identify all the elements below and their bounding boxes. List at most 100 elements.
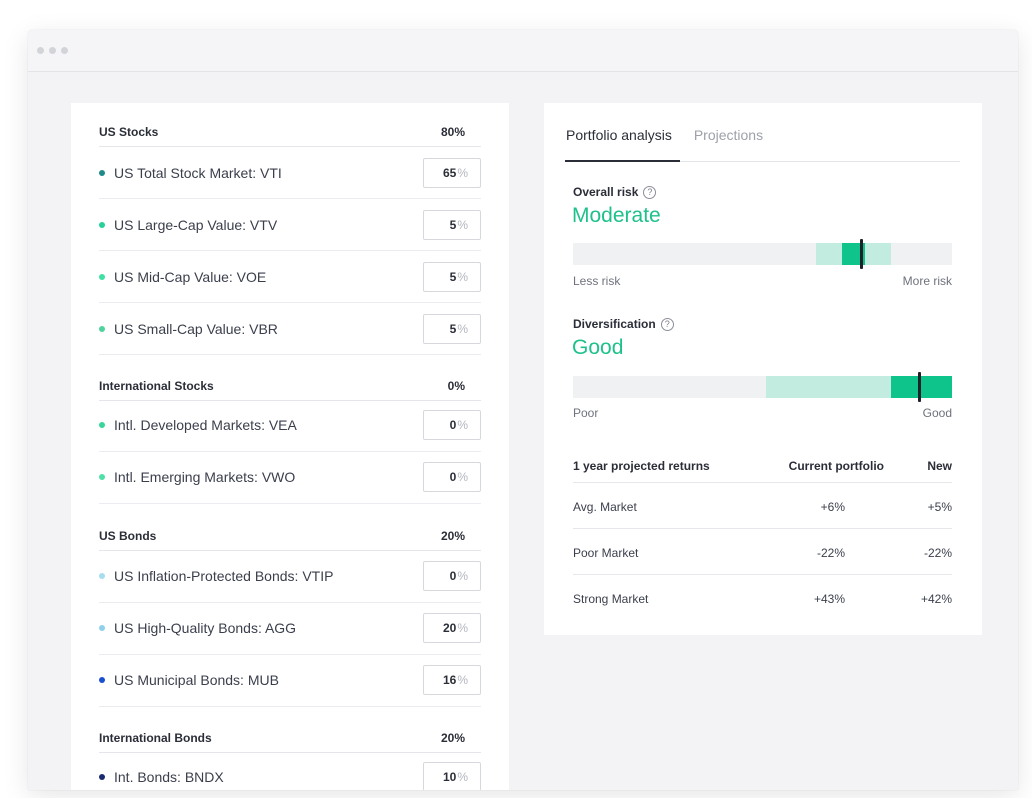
diversification-meter [573, 372, 952, 402]
browser-window: US Stocks 80% US Total Stock Market: VTI… [28, 30, 1018, 790]
group-total: 20% [440, 731, 465, 745]
returns-row-label: Strong Market [573, 592, 649, 606]
divider [99, 354, 481, 355]
returns-row-new: +5% [927, 500, 952, 514]
fund-row-vtv: US Large-Cap Value: VTV 5% [99, 210, 481, 240]
allocation-value: 65 [442, 166, 457, 180]
fund-row-vti: US Total Stock Market: VTI 65% [99, 158, 481, 188]
divider [573, 528, 952, 529]
analysis-panel: Portfolio analysis Projections Overall r… [544, 103, 982, 635]
percent-sign: % [457, 470, 468, 484]
fund-row-vbr: US Small-Cap Value: VBR 5% [99, 314, 481, 344]
returns-row-label: Avg. Market [573, 500, 637, 514]
fund-name: US Large-Cap Value: VTV [114, 217, 278, 233]
allocation-value: 0 [449, 418, 457, 432]
tab-portfolio-analysis[interactable]: Portfolio analysis [566, 127, 672, 143]
allocation-input-vea[interactable]: 0% [423, 410, 481, 440]
divider [99, 550, 481, 551]
fund-name: US Total Stock Market: VTI [114, 165, 282, 181]
fund-name: Int. Bonds: BNDX [114, 769, 224, 785]
window-maximize-dot[interactable] [61, 47, 68, 54]
divider [99, 602, 481, 603]
diversification-core-band [891, 376, 952, 398]
tabs-divider [565, 161, 960, 162]
allocation-input-vtip[interactable]: 0% [423, 561, 481, 591]
bullet-icon [99, 573, 105, 579]
risk-value: Moderate [572, 204, 661, 227]
group-header-us-bonds: US Bonds 20% [99, 529, 465, 543]
diversification-min-label: Poor [573, 406, 599, 420]
fund-row-vtip: US Inflation-Protected Bonds: VTIP 0% [99, 561, 481, 591]
diversification-max-label: Good [922, 406, 952, 420]
percent-sign: % [457, 270, 468, 284]
allocation-input-vwo[interactable]: 0% [423, 462, 481, 492]
risk-meter [573, 239, 952, 269]
risk-label: Overall risk ? [573, 185, 657, 199]
allocation-value: 16 [442, 673, 457, 687]
allocation-input-vbr[interactable]: 5% [423, 314, 481, 344]
returns-row-new: +42% [920, 592, 952, 606]
divider [99, 654, 481, 655]
allocation-input-agg[interactable]: 20% [423, 613, 481, 643]
allocation-value: 10 [442, 770, 457, 784]
bullet-icon [99, 326, 105, 332]
help-icon[interactable]: ? [660, 317, 674, 331]
returns-row-current: -22% [816, 546, 845, 560]
group-title: US Bonds [99, 529, 157, 543]
percent-sign: % [457, 673, 468, 687]
allocation-value: 0 [449, 569, 457, 583]
group-total: 80% [440, 125, 465, 139]
allocation-value: 5 [449, 218, 457, 232]
divider [99, 400, 481, 401]
window-close-dot[interactable] [37, 47, 44, 54]
allocation-value: 5 [449, 270, 457, 284]
allocation-input-mub[interactable]: 16% [423, 665, 481, 695]
bullet-icon [99, 474, 105, 480]
allocation-input-bndx[interactable]: 10% [423, 762, 481, 790]
help-icon[interactable]: ? [643, 185, 657, 199]
risk-max-label: More risk [902, 274, 952, 288]
tab-projections[interactable]: Projections [693, 127, 764, 143]
fund-name: Intl. Emerging Markets: VWO [114, 469, 296, 485]
group-total: 0% [447, 379, 465, 393]
divider [573, 482, 952, 483]
percent-sign: % [457, 569, 468, 583]
fund-row-agg: US High-Quality Bonds: AGG 20% [99, 613, 481, 643]
diversification-marker [918, 372, 922, 402]
group-header-us-stocks: US Stocks 80% [99, 125, 465, 139]
allocation-value: 20 [442, 621, 457, 635]
bullet-icon [99, 274, 105, 280]
allocation-input-voe[interactable]: 5% [423, 262, 481, 292]
fund-row-vwo: Intl. Emerging Markets: VWO 0% [99, 462, 481, 492]
allocation-value: 0 [449, 470, 457, 484]
risk-min-label: Less risk [573, 274, 621, 288]
returns-row-new: -22% [923, 546, 952, 560]
percent-sign: % [457, 166, 468, 180]
fund-name: US High-Quality Bonds: AGG [114, 620, 297, 636]
divider [99, 250, 481, 251]
fund-name: US Municipal Bonds: MUB [114, 672, 279, 688]
risk-marker [859, 239, 863, 269]
divider [99, 706, 481, 707]
allocation-input-vti[interactable]: 65% [423, 158, 481, 188]
fund-name: US Inflation-Protected Bonds: VTIP [114, 568, 334, 584]
percent-sign: % [457, 621, 468, 635]
percent-sign: % [457, 322, 468, 336]
active-tab-indicator [565, 160, 680, 162]
allocation-input-vtv[interactable]: 5% [423, 210, 481, 240]
returns-row-current: +6% [820, 500, 845, 514]
percent-sign: % [457, 770, 468, 784]
fund-row-mub: US Municipal Bonds: MUB 16% [99, 665, 481, 695]
risk-label-text: Overall risk [573, 185, 639, 199]
divider [573, 574, 952, 575]
window-titlebar [28, 30, 1018, 72]
divider [99, 146, 481, 147]
allocation-value: 5 [449, 322, 457, 336]
group-total: 20% [440, 529, 465, 543]
returns-header-new: New [927, 459, 952, 473]
diversification-value: Good [572, 336, 624, 359]
bullet-icon [99, 774, 105, 780]
fund-name: US Small-Cap Value: VBR [114, 321, 278, 337]
window-minimize-dot[interactable] [49, 47, 56, 54]
fund-row-bndx: Int. Bonds: BNDX 10% [99, 762, 481, 790]
